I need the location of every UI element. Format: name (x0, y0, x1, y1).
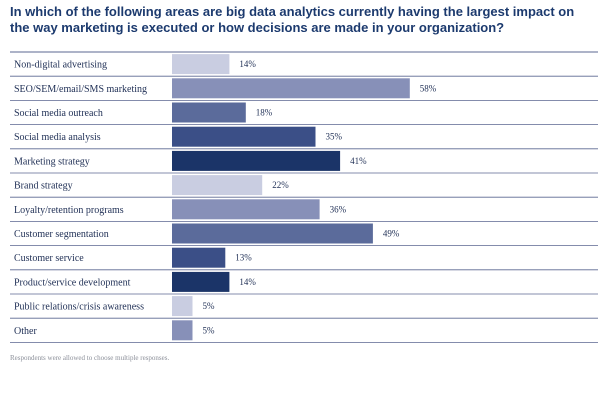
bar (172, 78, 410, 99)
bar (172, 199, 320, 220)
category-label: Loyalty/retention programs (14, 205, 124, 216)
bar (172, 271, 230, 292)
value-label: 5% (203, 325, 216, 335)
value-label: 49% (383, 229, 400, 239)
chart-title: In which of the following areas are big … (10, 4, 575, 35)
value-label: 14% (239, 277, 256, 287)
category-label: Social media outreach (14, 108, 103, 119)
category-label: Customer service (14, 253, 84, 264)
category-label: SEO/SEM/email/SMS marketing (14, 84, 147, 95)
category-label: Brand strategy (14, 181, 73, 192)
bar (172, 223, 373, 244)
category-label: Other (14, 326, 37, 337)
value-label: 58% (420, 83, 437, 93)
value-label: 13% (235, 253, 252, 263)
bar (172, 247, 226, 268)
category-label: Product/service development (14, 277, 131, 288)
category-label: Public relations/crisis awareness (14, 302, 144, 313)
bar (172, 296, 193, 317)
bar (172, 150, 341, 171)
bar (172, 126, 316, 147)
bar (172, 102, 246, 123)
bar (172, 175, 263, 196)
value-label: 35% (326, 132, 343, 142)
value-label: 36% (330, 204, 347, 214)
category-label: Social media analysis (14, 132, 101, 143)
bar (172, 320, 193, 341)
value-label: 22% (272, 180, 289, 190)
bar (172, 54, 230, 75)
footnote: Respondents were allowed to choose multi… (10, 354, 170, 362)
value-label: 41% (350, 156, 367, 166)
category-label: Customer segmentation (14, 229, 109, 240)
value-label: 5% (203, 301, 216, 311)
value-label: 14% (239, 59, 256, 69)
value-label: 18% (256, 108, 273, 118)
category-label: Marketing strategy (14, 156, 90, 167)
category-label: Non-digital advertising (14, 60, 107, 71)
